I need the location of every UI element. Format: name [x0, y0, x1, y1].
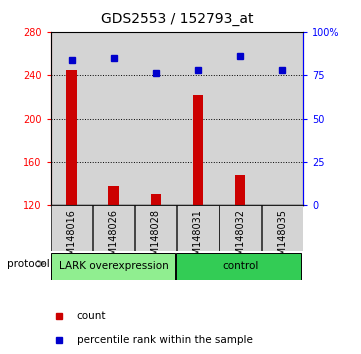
Bar — [177, 32, 218, 205]
Text: GSM148031: GSM148031 — [193, 209, 203, 268]
Text: protocol: protocol — [7, 259, 50, 269]
Text: control: control — [222, 261, 258, 272]
Bar — [151, 194, 161, 205]
Bar — [108, 186, 119, 205]
Text: GSM148035: GSM148035 — [277, 209, 287, 268]
Text: GSM148026: GSM148026 — [109, 209, 119, 268]
Bar — [51, 205, 92, 251]
Bar — [135, 205, 177, 251]
Bar — [177, 253, 301, 280]
Text: GSM148016: GSM148016 — [66, 209, 77, 268]
Bar — [135, 32, 177, 205]
Bar — [177, 205, 218, 251]
Bar — [219, 32, 261, 205]
Text: GDS2553 / 152793_at: GDS2553 / 152793_at — [101, 12, 253, 27]
Text: GSM148028: GSM148028 — [151, 209, 161, 268]
Bar — [219, 205, 261, 251]
Bar — [93, 205, 134, 251]
Text: count: count — [77, 311, 106, 321]
Bar — [51, 253, 175, 280]
Bar — [93, 32, 134, 205]
Text: LARK overexpression: LARK overexpression — [59, 261, 169, 272]
Bar — [235, 175, 245, 205]
Bar — [261, 32, 303, 205]
Text: percentile rank within the sample: percentile rank within the sample — [77, 335, 252, 345]
Bar — [193, 95, 203, 205]
Bar — [261, 205, 303, 251]
Bar — [66, 70, 77, 205]
Bar — [51, 32, 92, 205]
Text: GSM148032: GSM148032 — [235, 209, 245, 268]
